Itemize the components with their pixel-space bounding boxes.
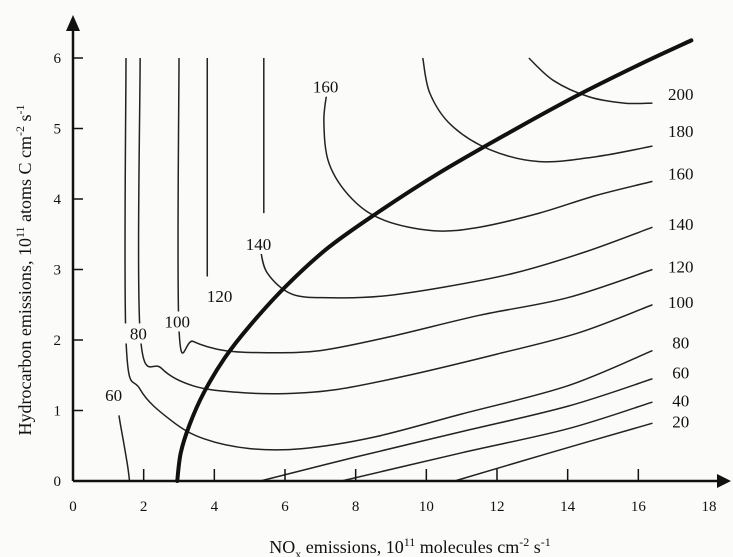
contour-labels: 20 40 60 80 100 120 140 160 180 200 60 80 100 120 140 1…: [95, 76, 699, 432]
contour-label-bg: [662, 121, 699, 142]
contour-line-120: [177, 57, 653, 354]
contour-label-bg: [662, 362, 699, 383]
contour-label-200: 200: [668, 85, 694, 104]
contour-label-40: 40: [672, 391, 689, 410]
contour-line-60: [118, 415, 131, 482]
contour-label-bg: [95, 384, 132, 405]
contour-label-100: 100: [164, 312, 190, 331]
contour-label-120: 120: [207, 287, 233, 306]
x-tick-label-16: 16: [631, 499, 647, 515]
x-axis-arrow: [717, 474, 731, 488]
contour-label-80: 80: [130, 324, 147, 343]
contour-line-40: [341, 401, 653, 482]
contour-label-180: 180: [668, 122, 694, 141]
contour-label-bg: [662, 163, 699, 184]
contour-label-bg: [307, 76, 344, 97]
contour-label-bg: [240, 233, 277, 254]
x-tick-label-8: 8: [352, 499, 360, 515]
x-tick-label-2: 2: [140, 499, 148, 515]
x-tick-label-12: 12: [490, 499, 505, 515]
x-tick-label-10: 10: [419, 499, 434, 515]
y-tick-label-4: 4: [54, 192, 62, 208]
axes: [66, 15, 731, 488]
contour-line-20: [454, 422, 653, 482]
contour-lines: [118, 57, 653, 482]
contour-label-160: 160: [668, 164, 694, 183]
x-tick-label-4: 4: [211, 499, 219, 515]
y-axis-title: Hydrocarbon emissions, 1011 atoms C cm-2…: [13, 104, 35, 435]
contour-label-140: 140: [246, 235, 272, 254]
contour-label-160: 160: [313, 78, 339, 97]
contour-label-bg: [159, 311, 196, 332]
contour-line-160: [323, 89, 653, 232]
contour-label-bg: [662, 291, 699, 312]
x-tick-label-18: 18: [702, 499, 717, 515]
ridge-line: [175, 38, 694, 483]
contour-label-bg: [662, 214, 699, 235]
y-tick-label-1: 1: [54, 404, 62, 420]
contour-line-100: [137, 57, 653, 395]
y-tick-label-5: 5: [54, 122, 62, 138]
contour-label-100: 100: [668, 293, 694, 312]
contour-label-60: 60: [672, 363, 689, 382]
ridge-curve: [175, 38, 694, 483]
contour-label-bg: [662, 411, 699, 432]
contour-label-bg: [662, 256, 699, 277]
contour-label-140: 140: [668, 215, 694, 234]
contour-line-200: [528, 57, 653, 105]
y-tick-label-6: 6: [54, 51, 62, 67]
contour-label-20: 20: [672, 413, 689, 432]
x-tick-label-6: 6: [281, 499, 289, 515]
contour-label-120: 120: [668, 258, 694, 277]
contour-label-bg: [201, 286, 238, 307]
contour-label-60: 60: [105, 386, 122, 405]
y-tick-label-3: 3: [54, 263, 62, 279]
x-axis-title: NOx emissions, 1011 molecules cm-2 s-1: [269, 535, 551, 557]
y-tick-label-2: 2: [54, 333, 62, 349]
contour-label-bg: [662, 332, 699, 353]
y-tick-label-0: 0: [54, 474, 62, 490]
y-axis-arrow: [66, 15, 80, 31]
contour-label-bg: [662, 390, 699, 411]
contour-label-bg: [662, 83, 699, 104]
contour-line-180: [422, 57, 653, 163]
x-tick-label-0: 0: [69, 499, 77, 515]
contour-label-80: 80: [672, 334, 689, 353]
contour-line-60: [260, 378, 653, 482]
x-tick-label-14: 14: [560, 499, 576, 515]
contour-label-bg: [120, 323, 157, 344]
contour-line-140: [259, 226, 653, 299]
